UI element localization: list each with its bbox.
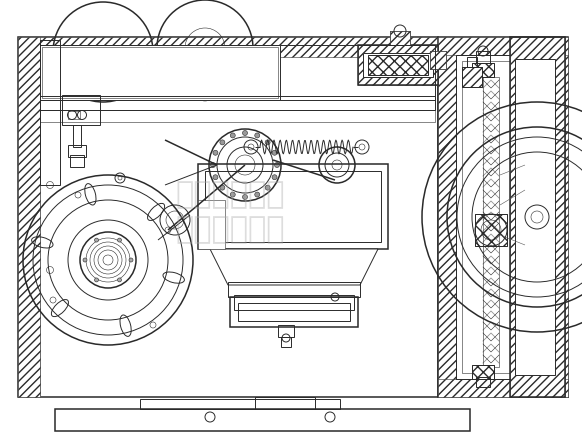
Circle shape <box>220 140 225 145</box>
Bar <box>390 31 410 45</box>
Circle shape <box>272 150 277 155</box>
Circle shape <box>265 185 270 190</box>
Polygon shape <box>198 200 225 249</box>
Bar <box>198 164 388 249</box>
Bar <box>40 45 280 100</box>
Text: 普邁達制機械: 普邁達制機械 <box>175 215 285 244</box>
Bar <box>358 45 438 85</box>
Bar <box>438 37 456 397</box>
Circle shape <box>118 238 122 242</box>
Bar <box>140 399 340 409</box>
Circle shape <box>83 258 87 262</box>
Circle shape <box>211 162 215 167</box>
Bar <box>55 409 470 431</box>
Circle shape <box>213 175 218 180</box>
Bar <box>18 37 40 397</box>
Bar <box>472 365 494 379</box>
Circle shape <box>243 130 247 135</box>
Bar <box>40 40 60 185</box>
Bar <box>358 45 438 85</box>
Circle shape <box>230 192 235 197</box>
Bar <box>476 51 490 63</box>
Circle shape <box>118 278 122 282</box>
Bar <box>472 63 494 77</box>
Bar <box>462 61 544 373</box>
Bar <box>40 110 435 122</box>
Bar <box>510 37 565 397</box>
Bar <box>462 67 482 87</box>
Bar <box>234 295 354 310</box>
Bar <box>18 37 438 397</box>
Circle shape <box>213 150 218 155</box>
Bar <box>476 377 490 387</box>
Bar <box>62 95 100 125</box>
Circle shape <box>94 238 98 242</box>
Bar <box>195 65 215 93</box>
Bar <box>68 145 86 157</box>
Circle shape <box>243 194 247 199</box>
Polygon shape <box>210 249 378 285</box>
Bar <box>515 59 555 375</box>
Bar <box>70 155 84 167</box>
Circle shape <box>255 192 260 197</box>
Bar <box>363 53 433 77</box>
Bar <box>73 125 81 147</box>
Bar <box>40 45 435 100</box>
Bar <box>281 337 291 347</box>
Bar <box>467 57 477 67</box>
Bar <box>472 63 494 77</box>
Bar <box>430 51 446 69</box>
Circle shape <box>230 133 235 138</box>
Bar <box>438 37 568 397</box>
Bar <box>390 31 410 45</box>
Circle shape <box>275 162 279 167</box>
Bar <box>228 282 360 297</box>
Bar <box>368 55 428 75</box>
Bar <box>475 214 507 246</box>
Bar <box>483 77 499 367</box>
Bar <box>255 397 315 409</box>
Circle shape <box>129 258 133 262</box>
Bar <box>462 67 482 87</box>
Bar <box>18 37 438 57</box>
Circle shape <box>220 185 225 190</box>
Bar <box>475 214 507 246</box>
Bar <box>199 91 211 96</box>
Circle shape <box>272 175 277 180</box>
Bar <box>472 365 494 379</box>
Bar <box>550 37 568 397</box>
Bar <box>438 37 568 55</box>
Bar <box>278 325 294 337</box>
Bar <box>238 303 350 321</box>
Bar <box>40 96 435 110</box>
Bar <box>68 111 80 119</box>
Bar <box>510 37 565 397</box>
Circle shape <box>265 140 270 145</box>
Bar <box>42 47 278 98</box>
Circle shape <box>103 255 113 265</box>
Bar <box>18 37 40 397</box>
Bar <box>205 171 381 242</box>
Text: 普邁達制機械: 普邁達制機械 <box>175 181 285 210</box>
Bar <box>230 297 358 327</box>
Bar <box>368 55 428 75</box>
Bar <box>430 51 446 69</box>
Bar <box>438 379 568 397</box>
Bar <box>456 55 550 379</box>
Circle shape <box>94 278 98 282</box>
Circle shape <box>255 133 260 138</box>
